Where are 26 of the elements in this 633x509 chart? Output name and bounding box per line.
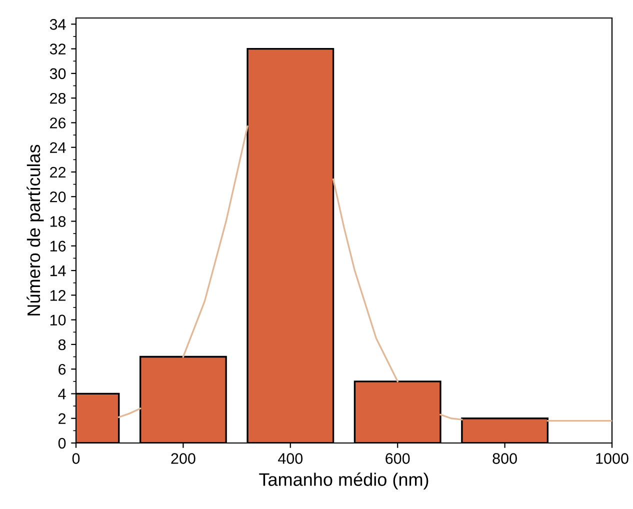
y-tick-label: 18 (50, 216, 66, 227)
y-axis-title: Número de partículas (26, 144, 44, 316)
y-tick-label: 2 (58, 413, 66, 424)
y-tick-label: 30 (50, 68, 66, 80)
x-tick-label: 200 (171, 453, 196, 464)
x-tick-label: 600 (386, 453, 410, 464)
y-tick-label: 10 (50, 314, 66, 326)
y-tick-label: 16 (50, 240, 66, 252)
y-tick-label: 32 (50, 44, 66, 54)
x-tick-label: 0 (72, 453, 80, 464)
x-tick-label: 1000 (596, 453, 628, 464)
y-tick-label: 24 (50, 142, 66, 153)
y-tick-label: 26 (50, 118, 66, 128)
x-tick-label: 800 (492, 453, 517, 464)
y-tick-label: 34 (50, 19, 66, 30)
y-tick-label: 20 (50, 191, 66, 202)
y-tick-label: 0 (58, 438, 66, 449)
y-tick-label: 4 (58, 388, 66, 400)
y-tick-label: 8 (58, 339, 66, 350)
y-tick-label: 28 (50, 92, 66, 104)
x-tick-label: 400 (278, 453, 303, 464)
y-tick-label: 6 (58, 364, 66, 375)
y-tick-label: 12 (50, 290, 66, 301)
x-axis-title: Tamanho médio (nm) (259, 472, 428, 490)
y-tick-label: 14 (50, 266, 66, 276)
y-tick-label: 22 (50, 166, 66, 178)
